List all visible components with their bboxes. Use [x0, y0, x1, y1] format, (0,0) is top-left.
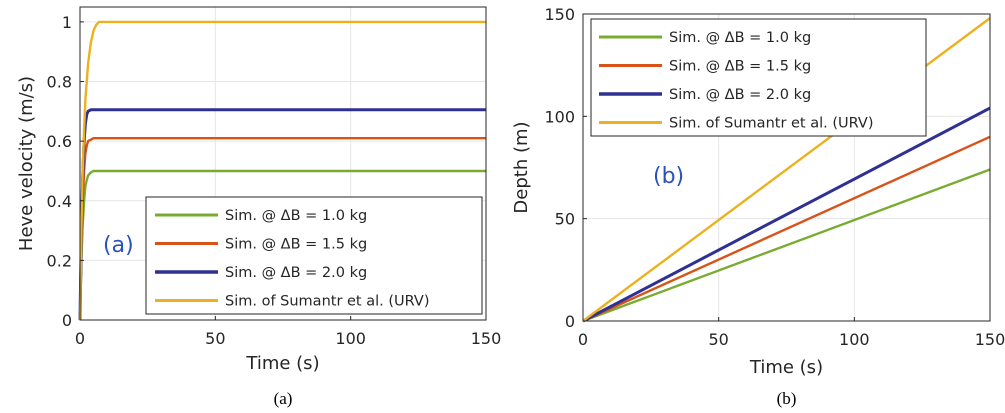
tick-marks [79, 21, 487, 321]
series-layer [78, 20, 486, 321]
y-tick-label: 1 [62, 13, 72, 32]
chart-panel-b: 0 50 100 150 0 50 100 150 Time (s) Depth (m) (b… [511, 5, 1005, 408]
x-tick-label: 100 [335, 329, 366, 348]
y-tick-label: 0.6 [47, 132, 72, 151]
figure-caption: (a) [274, 389, 293, 408]
y-tick-label: 0 [565, 312, 575, 331]
y-tick-label: 100 [544, 107, 575, 126]
legend-label: Sim. of Sumantr et al. (URV) [225, 294, 430, 310]
legend-label: Sim. @ ΔB = 1.0 kg [225, 208, 367, 224]
x-tick-label: 150 [975, 330, 1005, 349]
y-tick-label: 0.8 [47, 73, 72, 92]
x-tick-label: 150 [471, 329, 502, 348]
legend-items: Sim. @ ΔB = 1.0 kg Sim. @ ΔB = 1.5 kg Sim.… [155, 208, 430, 310]
series-line-3 [582, 106, 991, 323]
legend: Sim. @ ΔB = 1.0 kg Sim. @ ΔB = 1.5 kg Sim.… [590, 18, 927, 137]
legend-label: Sim. @ ΔB = 1.5 kg [225, 237, 367, 253]
panel-label: (b) [653, 164, 684, 189]
legend: Sim. @ ΔB = 1.0 kg Sim. @ ΔB = 1.5 kg Sim.… [145, 196, 483, 315]
x-tick-label: 50 [708, 330, 728, 349]
axes-frame [79, 6, 487, 321]
tick-marks [582, 13, 991, 322]
figure-caption: (b) [777, 389, 797, 408]
x-tick-label: 50 [205, 329, 225, 348]
legend-label: Sim. of Sumantr et al. (URV) [669, 116, 874, 132]
legend-label: Sim. @ ΔB = 2.0 kg [225, 265, 367, 281]
y-axis-label: Depth (m) [511, 121, 532, 213]
y-tick-label: 0 [62, 311, 72, 330]
x-axis-label: Time (s) [245, 353, 319, 374]
x-axis-label: Time (s) [749, 357, 823, 378]
legend-label: Sim. @ ΔB = 1.0 kg [669, 30, 811, 46]
tick-labels: 0 50 100 150 0 0.2 0.4 0.6 0.8 1 [47, 13, 502, 348]
legend-label: Sim. @ ΔB = 1.5 kg [669, 59, 811, 75]
x-tick-label: 0 [75, 329, 85, 348]
series-line-4 [78, 20, 486, 321]
y-tick-label: 50 [555, 210, 575, 229]
y-axis-label: Heve velocity (m/s) [16, 76, 37, 251]
legend-label: Sim. @ ΔB = 2.0 kg [669, 87, 811, 103]
chart-panel-a: 0 50 100 150 0 0.2 0.4 0.6 0.8 1 Time (s) Heve ve… [16, 6, 502, 408]
axes-frame [582, 13, 991, 322]
x-tick-label: 0 [578, 330, 588, 349]
series-line-1 [582, 168, 991, 323]
y-tick-label: 0.2 [47, 251, 72, 270]
legend-items: Sim. @ ΔB = 1.0 kg Sim. @ ΔB = 1.5 kg Sim.… [599, 30, 874, 132]
panel-label: (a) [103, 233, 134, 258]
y-tick-label: 0.4 [47, 192, 72, 211]
series-line-2 [582, 135, 991, 323]
y-tick-label: 150 [544, 5, 575, 24]
tick-labels: 0 50 100 150 0 50 100 150 [544, 5, 1005, 349]
x-tick-label: 100 [839, 330, 870, 349]
